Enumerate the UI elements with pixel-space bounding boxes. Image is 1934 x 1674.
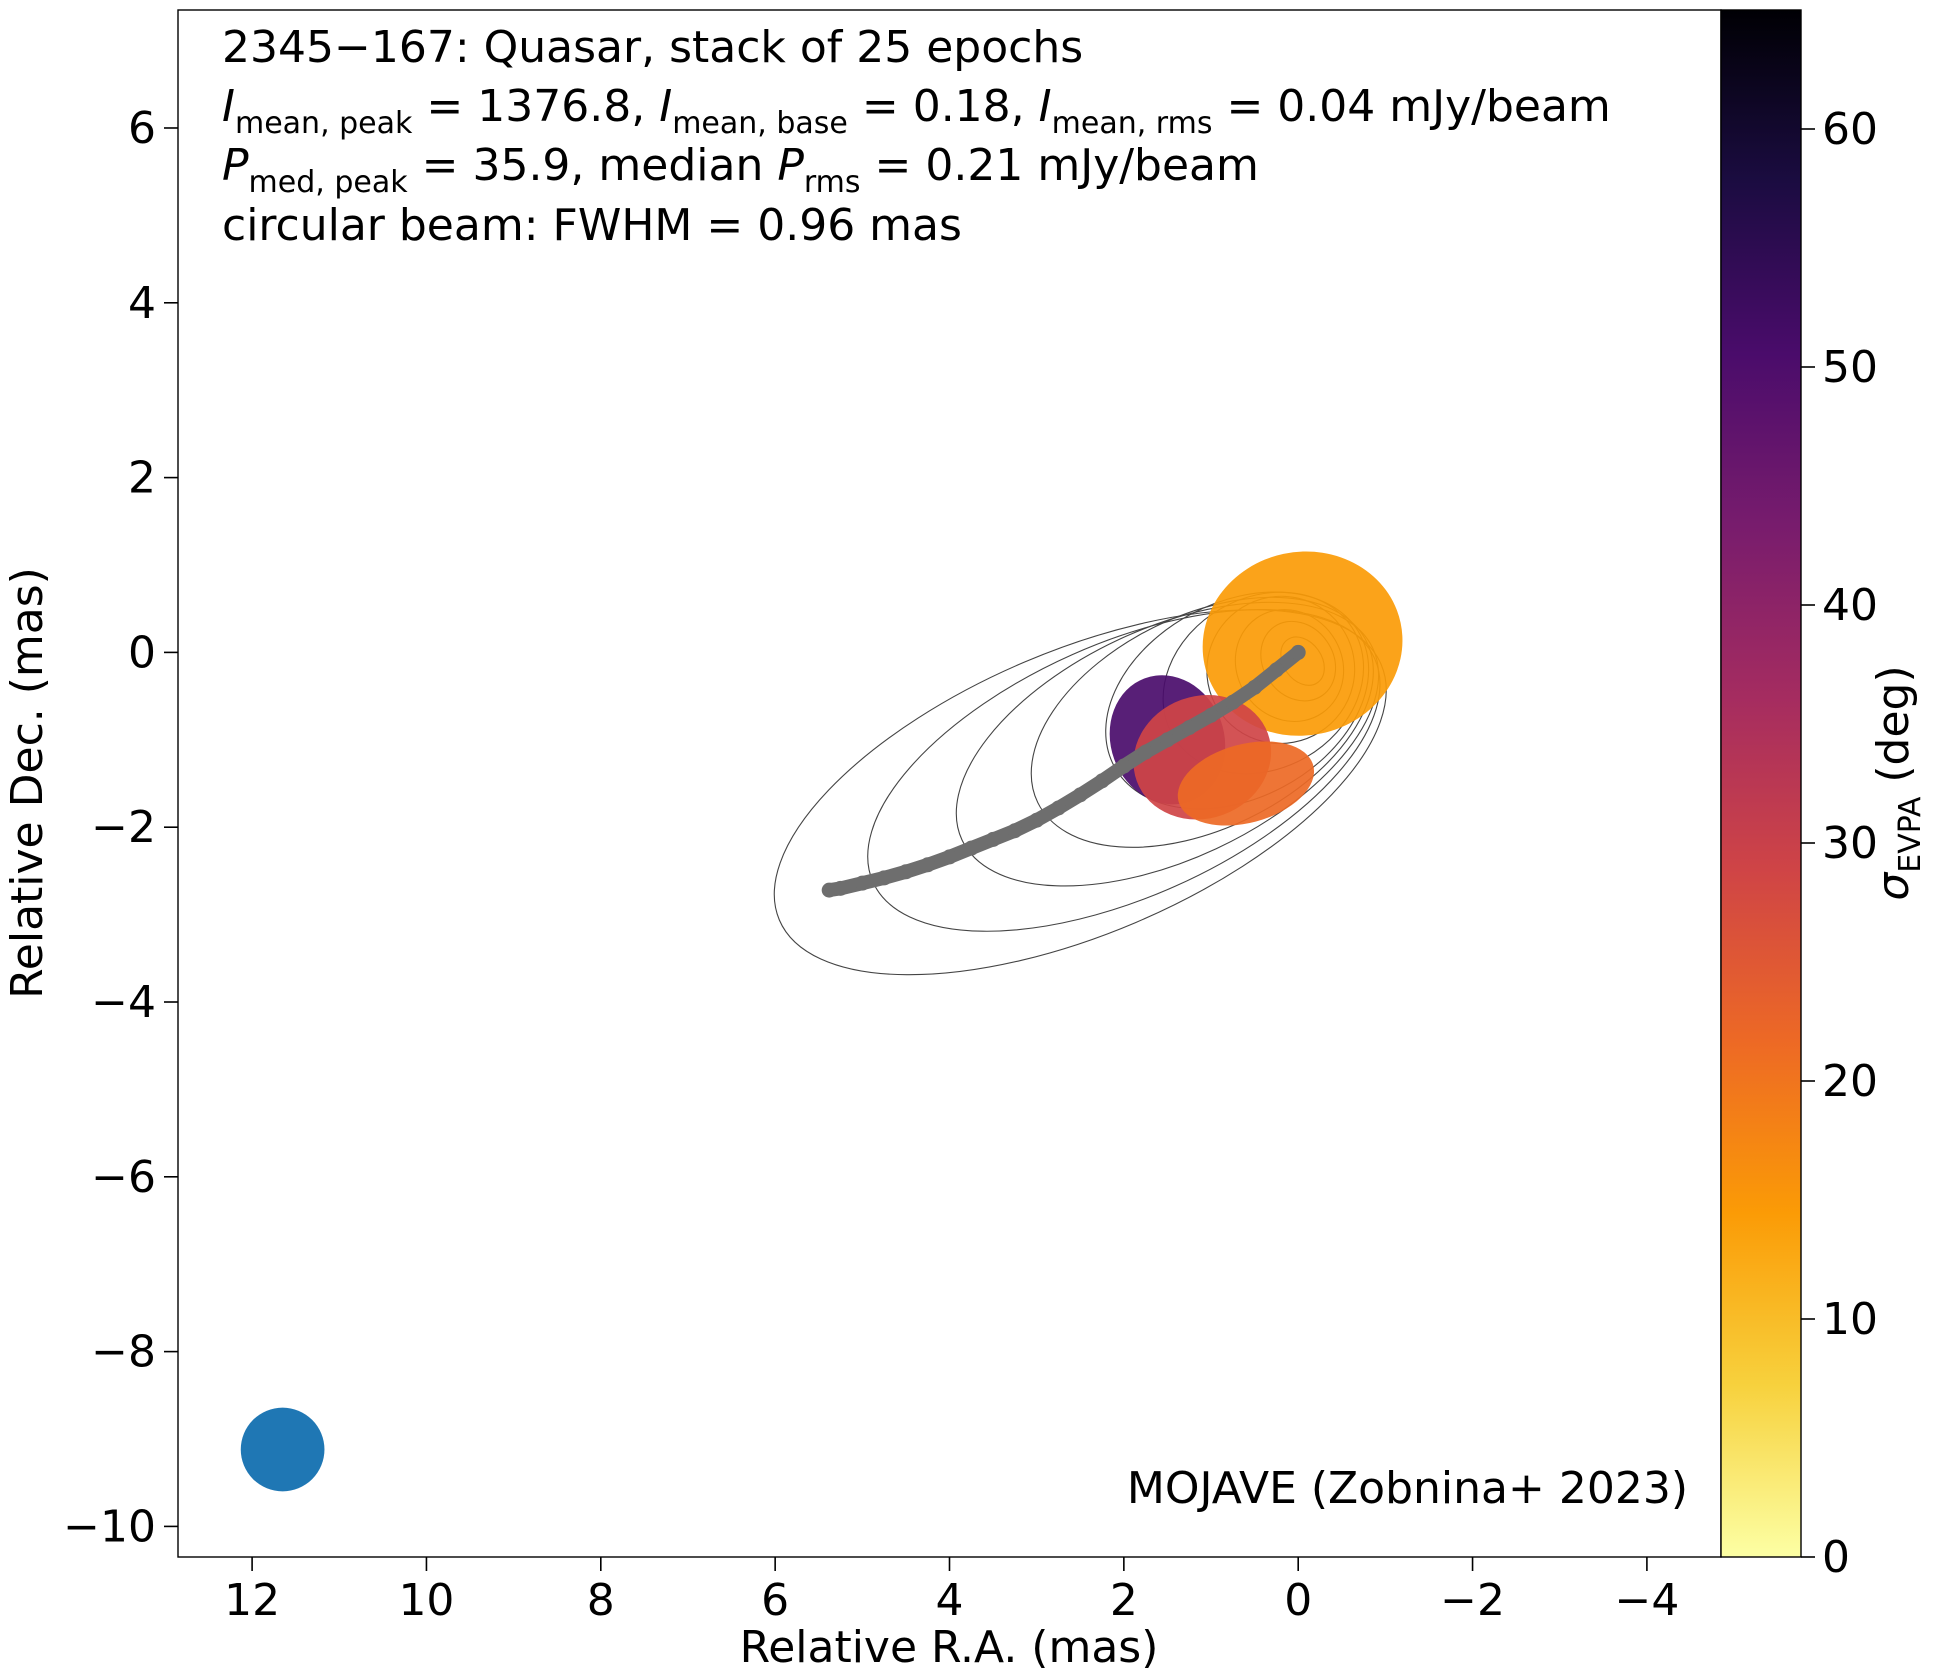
- colorbar-tick-label: 10: [1822, 1294, 1878, 1345]
- x-tick-label: 12: [224, 1575, 280, 1626]
- chart-title: 2345−167: Quasar, stack of 25 epochs: [222, 22, 1083, 73]
- x-tick-label: 8: [587, 1575, 615, 1626]
- ridgeline-point: [942, 849, 957, 865]
- ridgeline-point: [854, 875, 870, 891]
- ridgeline-point: [1247, 679, 1263, 695]
- colorbar-tick-label: 60: [1822, 104, 1878, 155]
- ridgeline-point: [1203, 707, 1219, 723]
- polarization-unit: mJy/beam: [1037, 140, 1259, 191]
- colorbar: 0 10 20 30 40 50 60 σEVPA (deg): [1720, 9, 1928, 1583]
- ridgeline-point: [985, 831, 1001, 847]
- ridgeline-point: [1072, 787, 1088, 803]
- y-tick-label: 4: [128, 278, 156, 329]
- x-axis: 12 10 8 6 4 2 0 −2 −4: [224, 1557, 1679, 1626]
- beam-ellipse: [240, 1407, 325, 1492]
- ridgeline: [821, 644, 1306, 898]
- x-tick-label: 4: [936, 1575, 964, 1626]
- beam-layer: [240, 1407, 325, 1492]
- y-tick-label: 2: [128, 453, 156, 504]
- ridgeline-point: [821, 882, 837, 898]
- ridgeline-point: [1116, 758, 1132, 774]
- intensity-unit: mJy/beam: [1389, 81, 1611, 132]
- x-tick-label: 10: [398, 1575, 454, 1626]
- ridgeline-point: [1268, 662, 1284, 678]
- y-tick-label: 0: [128, 627, 156, 678]
- y-tick-label: 6: [128, 103, 156, 154]
- colorbar-tick-label: 20: [1822, 1056, 1878, 1107]
- y-tick-label: −10: [63, 1501, 156, 1552]
- colorbar-tick-label: 30: [1822, 818, 1878, 869]
- ridgeline-point: [920, 857, 936, 873]
- ridgeline-point: [1159, 732, 1175, 748]
- ridgeline-point: [1007, 823, 1023, 839]
- plot-area: [177, 9, 1722, 1558]
- x-axis-label: Relative R.A. (mas): [740, 1622, 1159, 1673]
- y-tick-label: −4: [91, 977, 156, 1028]
- ridgeline-point: [898, 864, 914, 880]
- evpa-region-4: [1177, 741, 1315, 826]
- ridgeline-point: [1050, 800, 1066, 816]
- x-tick-label: −2: [1440, 1575, 1505, 1626]
- colorbar-tick-label: 50: [1822, 342, 1878, 393]
- y-tick-label: −6: [91, 1152, 156, 1203]
- ridgeline-point: [1029, 812, 1045, 828]
- ridgeline-point: [1138, 744, 1154, 760]
- intensity-line: Imean, peak = 1376.8, Imean, base = 0.18…: [222, 81, 1611, 141]
- colorbar-gradient: [1720, 9, 1802, 1558]
- polarization-rms: 0.21: [925, 140, 1023, 191]
- intensity-base: 0.18: [913, 81, 1011, 132]
- ridgeline-point: [963, 840, 979, 856]
- ridgeline-point: [1225, 694, 1241, 710]
- intensity-peak: 1376.8: [477, 81, 631, 132]
- polarization-peak: 35.9: [472, 140, 570, 191]
- x-tick-label: 2: [1110, 1575, 1138, 1626]
- polarization-line: Pmed, peak = 35.9, median Prms = 0.21 mJ…: [222, 140, 1259, 200]
- y-axis-label: Relative Dec. (mas): [2, 567, 53, 999]
- colorbar-ticks: 0 10 20 30 40 50 60: [1801, 104, 1878, 1583]
- x-tick-label: 0: [1284, 1575, 1312, 1626]
- beam-annotation: circular beam: FWHM = 0.96 mas: [222, 200, 962, 251]
- ridgeline-point: [833, 880, 849, 896]
- ridgeline-point: [876, 870, 892, 886]
- ridgeline-point: [1094, 773, 1110, 789]
- colorbar-tick-label: 0: [1822, 1532, 1850, 1583]
- y-axis: 6 4 2 0 −2 −4 −6 −8 −10: [63, 103, 178, 1552]
- colorbar-tick-label: 40: [1822, 580, 1878, 631]
- y-tick-label: −2: [91, 802, 156, 853]
- y-tick-label: −8: [91, 1327, 156, 1378]
- colorbar-label: σEVPA (deg): [1868, 665, 1928, 900]
- x-tick-label: −4: [1614, 1575, 1679, 1626]
- ridgeline-point: [1181, 720, 1197, 736]
- ridgeline-point: [1290, 644, 1306, 660]
- credit-label: MOJAVE (Zobnina+ 2023): [1127, 1463, 1688, 1514]
- x-tick-label: 6: [761, 1575, 789, 1626]
- intensity-rms: 0.04: [1277, 81, 1375, 132]
